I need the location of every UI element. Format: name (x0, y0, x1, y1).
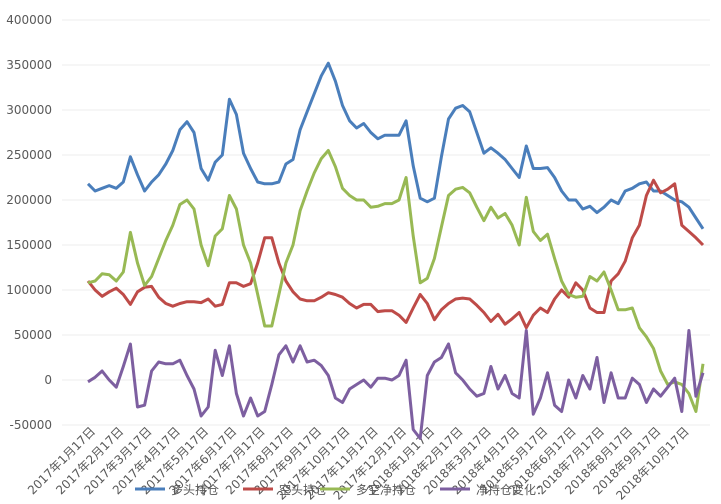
legend-label: 多空净持仓 (356, 482, 416, 497)
series-line (87, 149, 705, 413)
y-tick-label: 250000 (6, 148, 52, 162)
y-tick-label: 350000 (6, 58, 52, 72)
y-tick-label: 0 (44, 373, 52, 387)
y-tick-label: 200000 (6, 193, 52, 207)
y-tick-label: 150000 (6, 238, 52, 252)
legend-label: 多头持仓 (171, 482, 219, 497)
y-tick-label: 400000 (6, 13, 52, 27)
series-line (86, 178, 705, 330)
series-line (87, 329, 705, 440)
y-tick-label: 300000 (6, 103, 52, 117)
y-tick-label: 50000 (14, 328, 52, 342)
legend-label: 净持仓变化： (476, 482, 548, 497)
series-line (86, 61, 705, 230)
y-tick-label: 100000 (6, 283, 52, 297)
legend-label: 空头持仓 (279, 482, 327, 497)
y-tick-label: -50000 (9, 418, 52, 432)
